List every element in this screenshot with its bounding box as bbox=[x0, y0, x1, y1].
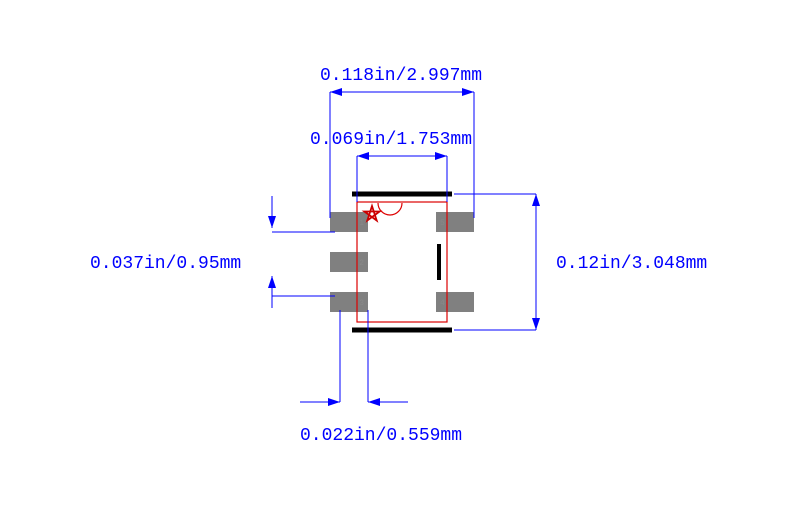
dim-overall-width bbox=[330, 92, 474, 218]
package: 1 2 3 4 5 bbox=[330, 194, 474, 330]
dim-pad-height bbox=[272, 196, 335, 308]
pad-label-4: 4 bbox=[440, 299, 445, 308]
dim-pad-width-label: 0.022in/0.559mm bbox=[300, 426, 462, 446]
dim-pad-width bbox=[300, 310, 408, 402]
pad-label-2: 2 bbox=[359, 259, 364, 268]
pad-label-1: 1 bbox=[359, 219, 364, 228]
pad-label-3: 3 bbox=[359, 299, 364, 308]
polarity-mark bbox=[437, 244, 441, 280]
dim-body-width-label: 0.069in/1.753mm bbox=[310, 130, 472, 150]
dim-overall-height-label: 0.12in/3.048mm bbox=[556, 254, 707, 274]
pad-label-5: 5 bbox=[440, 219, 445, 228]
dim-pad-height-label: 0.037in/0.95mm bbox=[90, 254, 241, 274]
dim-overall-width-label: 0.118in/2.997mm bbox=[320, 66, 482, 86]
pin1-arc bbox=[378, 203, 402, 215]
package-body-outline bbox=[357, 202, 447, 322]
